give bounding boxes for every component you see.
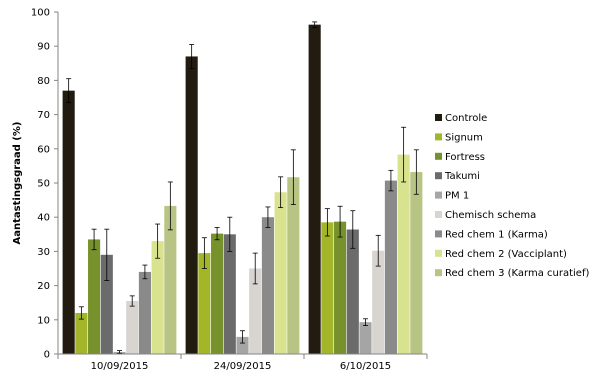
bar (75, 312, 88, 354)
legend: Controle Signum Fortress Takumi PM 1 Chemisch… (435, 113, 589, 279)
y-tick-label: 70 (37, 110, 50, 121)
bar (308, 24, 321, 355)
bar (410, 172, 423, 354)
x-tick-label: 10/09/2015 (91, 361, 149, 372)
legend-label: Controle (445, 113, 487, 124)
legend-swatch (435, 249, 442, 257)
legend-swatch (435, 230, 442, 238)
legend-swatch (435, 133, 442, 141)
bar (397, 154, 410, 354)
legend-label: Red chem 2 (Vacciplant) (445, 249, 567, 260)
y-tick-label: 100 (31, 8, 50, 19)
bar (198, 253, 211, 354)
bar (126, 300, 139, 354)
y-tick-label: 30 (37, 247, 50, 258)
bar (138, 271, 151, 354)
x-tick-label: 6/10/2015 (340, 361, 391, 372)
bar (185, 56, 198, 355)
legend-label: Takumi (444, 171, 480, 182)
legend-label: Signum (445, 132, 483, 143)
bars (62, 24, 423, 355)
bar (359, 322, 372, 354)
error-bars (66, 21, 419, 354)
legend-label: Chemisch schema (445, 210, 536, 221)
x-axis: 10/09/2015 24/09/2015 6/10/2015 (57, 353, 428, 372)
y-tick-label: 0 (44, 350, 50, 361)
y-tick-label: 80 (37, 76, 50, 87)
bar (287, 177, 300, 354)
bar (236, 336, 249, 354)
y-tick-label: 40 (37, 213, 50, 224)
legend-label: Red chem 1 (Karma) (445, 229, 548, 240)
legend-swatch (435, 172, 442, 180)
bar (88, 239, 101, 354)
y-tick-label: 50 (37, 179, 50, 190)
y-tick-label: 60 (37, 144, 50, 155)
bar (164, 205, 177, 354)
bar (100, 254, 113, 354)
bar (261, 217, 274, 354)
y-tick-label: 20 (37, 281, 50, 292)
bar (223, 234, 236, 354)
legend-swatch (435, 152, 442, 160)
legend-swatch (435, 211, 442, 218)
bar (211, 233, 224, 354)
y-axis: 0 10 20 30 40 50 60 70 80 90 100 (31, 8, 59, 361)
y-tick-label: 10 (37, 315, 50, 326)
bar (384, 180, 397, 354)
bar (249, 268, 262, 354)
bar (346, 229, 359, 354)
legend-swatch (435, 191, 442, 199)
x-tick-label: 24/09/2015 (214, 361, 272, 372)
bar (372, 250, 385, 354)
bar (334, 221, 347, 354)
bar (62, 90, 75, 354)
legend-label: Fortress (445, 152, 485, 163)
y-axis-title: Aantastingsgraad (%) (12, 122, 23, 245)
y-tick-label: 90 (37, 42, 50, 53)
legend-label: PM 1 (445, 191, 469, 202)
bar (151, 241, 164, 354)
bar (274, 192, 287, 354)
bar (321, 222, 334, 354)
legend-swatch (435, 269, 442, 277)
legend-label: Red chem 3 (Karma curatief) (445, 268, 589, 279)
legend-swatch (435, 114, 442, 121)
